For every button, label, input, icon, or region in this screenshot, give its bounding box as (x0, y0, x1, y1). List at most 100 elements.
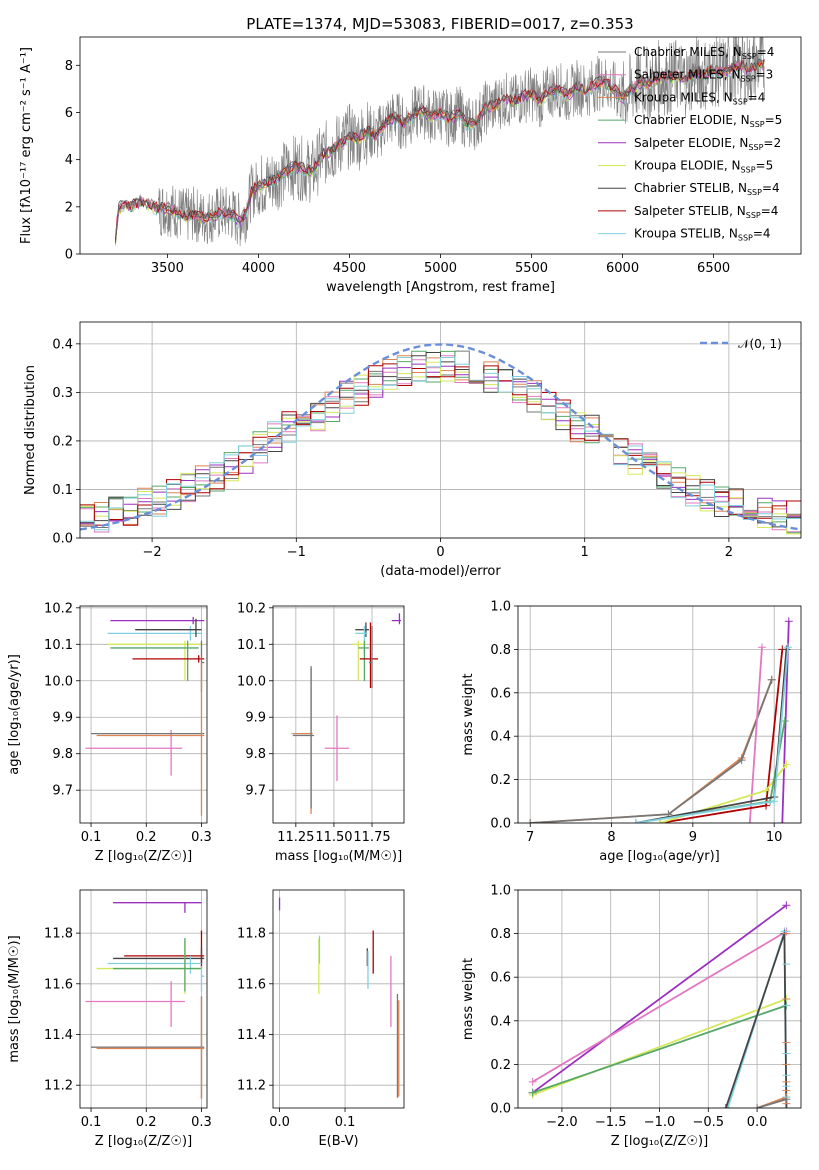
legend-entry-1: Salpeter MILES, NSSP=3 (634, 68, 773, 84)
age_vs_mass-frame (272, 605, 405, 824)
legend-entry-count: =4 (748, 90, 766, 104)
spectrum-ytick-label-0: 0 (65, 248, 73, 263)
residuals-xtick-label-1: −1 (287, 545, 306, 560)
massweight_vs_age-frame (517, 605, 802, 824)
legend-entry-subscript: SSP (750, 120, 765, 129)
legend-entry-6: Chabrier STELIB, NSSP=4 (634, 181, 780, 197)
massweight_vs_Z-marker-3-0 (528, 1088, 537, 1097)
mass_vs_Z-xtick-label-1: 0.2 (136, 1115, 157, 1130)
mass_vs_Z-ytick-label-1: 11.4 (44, 1028, 73, 1043)
massweight_vs_age-marker-5-1 (762, 786, 771, 795)
age_vs_Z-xtick-label-0: 0.1 (81, 830, 102, 845)
legend-entry-subscript: SSP (733, 97, 748, 106)
spectrum-ytick-label-3: 6 (65, 106, 73, 121)
massweight_vs_age-line-8 (635, 647, 789, 823)
massweight_vs_age-line-2 (748, 647, 763, 823)
residuals-ylabel: Normed distribution (23, 365, 38, 495)
mass-vs-metallicity-panel: 0.1 0.2 0.3 11.2 11.4 11.6 11.8 Z [log₁₀(Z/Z☉)]… (7, 889, 212, 1149)
massweight_vs_Z-xlabel: Z [log₁₀(Z/Z☉)] (611, 1134, 708, 1149)
age_vs_Z-ytick-label-2: 9.9 (52, 711, 73, 726)
residuals-ytick-label-4: 0.4 (52, 337, 73, 352)
age-vs-mass-panel: 11.25 11.50 11.75 9.7 9.8 9.9 10.0 10.1 10.2 mass… (237, 601, 405, 864)
spectrum-xlabel: wavelength [Angstrom, rest frame] (326, 280, 555, 295)
mass_vs_ebv-ytick-label-2: 11.6 (237, 977, 266, 992)
residuals-xtick-label-0: −2 (143, 545, 162, 560)
age_vs_mass-ytick-label-2: 9.9 (245, 711, 266, 726)
legend-entry-5: Kroupa ELODIE, NSSP=5 (634, 159, 773, 175)
massweight_vs_Z-xtick-label-1: −1.5 (595, 1115, 627, 1130)
residuals-ytick-label-2: 0.2 (52, 434, 73, 449)
legend-entry-8: Kroupa STELIB, NSSP=4 (634, 227, 771, 243)
massweight_vs_Z-ytick-label-4: 0.8 (490, 927, 511, 942)
massweight_vs_Z-marker-1-0 (528, 1077, 537, 1086)
massweight_vs_Z-plot-area (528, 901, 791, 1108)
legend-entry-subscript: SSP (746, 211, 761, 220)
legend-entry-count: =2 (763, 136, 781, 150)
spectrum-xtick-label-4: 5500 (515, 261, 548, 276)
massweight_vs_Z-ytick-label-1: 0.2 (490, 1058, 511, 1073)
spectrum-legend: Chabrier MILES, NSSP=4 Salpeter MILES, NS… (598, 45, 782, 243)
massweight_vs_age-marker-1-0 (526, 819, 535, 823)
histogram-salpeter-stelib (80, 363, 801, 526)
massweight_vs_Z-ytick-label-3: 0.6 (490, 971, 511, 986)
residuals-xlabel: (data-model)/error (380, 564, 501, 579)
spectrum-xtick-label-2: 4500 (333, 261, 366, 276)
mass_vs_Z-xtick-label-2: 0.3 (191, 1115, 212, 1130)
age_vs_Z-ylabel: age [log₁₀(age/yr)] (7, 654, 22, 775)
mass_vs_Z-ytick-label-3: 11.8 (44, 927, 73, 942)
massweight_vs_age-xtick-label-1: 8 (607, 830, 615, 845)
massweight-vs-metallicity-panel: −2.0 −1.5 −1.0 −0.5 0.0 0.0 0.2 0.4 0.6 0.8 1.0 Z [… (461, 884, 802, 1149)
massweight_vs_age-marker-5-2 (782, 760, 791, 769)
age_vs_mass-ytick-label-0: 9.7 (245, 784, 266, 799)
massweight_vs_Z-xtick-label-3: −0.5 (693, 1115, 725, 1130)
massweight_vs_Z-ytick-label-2: 0.4 (490, 1014, 511, 1029)
legend-entry-2: Kroupa MILES, NSSP=4 (634, 90, 765, 106)
spectrum-xtick-label-5: 6000 (606, 261, 639, 276)
legend-entry-subscript: SSP (747, 188, 762, 197)
massweight_vs_age-line-0 (530, 679, 773, 823)
mass_vs_Z-ylabel: mass [log₁₀(M/M☉)] (7, 935, 22, 1062)
age_vs_mass-xtick-label-0: 11.25 (277, 830, 314, 845)
legend-entry-count: =4 (762, 181, 780, 195)
age_vs_Z-xlabel: Z [log₁₀(Z/Z☉)] (95, 849, 192, 864)
massweight_vs_Z-marker-7-1 (782, 1095, 791, 1104)
spectrum-ylabel: Flux [fλ10⁻¹⁷ erg cm⁻² s⁻¹ A⁻¹] (19, 47, 34, 244)
age_vs_Z-ytick-label-3: 10.0 (44, 674, 73, 689)
massweight_vs_age-line-1 (530, 679, 773, 823)
age_vs_mass-xtick-label-1: 11.50 (315, 830, 352, 845)
massweight_vs_Z-xtick-label-4: 0.0 (747, 1115, 768, 1130)
massweight_vs_age-ylabel: mass weight (461, 673, 476, 755)
massweight_vs_age-marker-1-2 (737, 756, 746, 765)
mass-vs-ebv-panel: 0.0 0.1 11.2 11.4 11.6 11.8 E(B-V) (237, 889, 405, 1149)
massweight_vs_age-ytick-label-1: 0.2 (490, 773, 511, 788)
massweight_vs_age-xtick-label-2: 9 (689, 830, 697, 845)
massweight_vs_age-xlabel: age [log₁₀(age/yr)] (599, 849, 720, 864)
massweight_vs_age-ytick-label-4: 0.8 (490, 643, 511, 658)
residuals-frame (79, 321, 802, 539)
legend-entry-subscript: SSP (738, 234, 753, 243)
spectrum-model-chabrier-elodie (115, 61, 765, 242)
histogram-kroupa-elodie (80, 361, 801, 535)
residuals-plot-area (80, 343, 801, 535)
age_vs_Z-xtick-label-1: 0.2 (136, 830, 157, 845)
legend-entry-subscript: SSP (741, 75, 756, 84)
legend-entry-count: =4 (757, 45, 775, 59)
massweight_vs_Z-line-1 (532, 930, 787, 1083)
spectrum-panel: 3500 4000 4500 5000 5500 6000 6500 0 2 4 6 8 wavelen… (19, 36, 802, 295)
age_vs_Z-ytick-label-4: 10.1 (44, 638, 73, 653)
massweight_vs_age-xtick-label-3: 10 (766, 830, 783, 845)
legend-entry-subscript: SSP (742, 52, 757, 61)
age_vs_mass-xlabel: mass [log₁₀(M/M☉)] (275, 849, 402, 864)
spectrum-ytick-label-2: 4 (65, 153, 73, 168)
massweight_vs_age-marker-3-1 (784, 617, 793, 626)
spectrum-ytick-label-4: 8 (65, 59, 73, 74)
massweight_vs_age-marker-3-0 (778, 819, 787, 823)
massweight_vs_Z-line-7 (756, 1098, 787, 1108)
age_vs_Z-frame (79, 605, 208, 824)
mass_vs_ebv-ytick-label-3: 11.8 (237, 927, 266, 942)
massweight_vs_Z-line-3 (532, 1004, 787, 1094)
massweight_vs_age-marker-2-0 (745, 819, 754, 823)
massweight_vs_age-marker-2-1 (757, 643, 766, 652)
mass_vs_Z-frame (79, 889, 208, 1109)
age_vs_Z-plot-area (85, 616, 205, 816)
